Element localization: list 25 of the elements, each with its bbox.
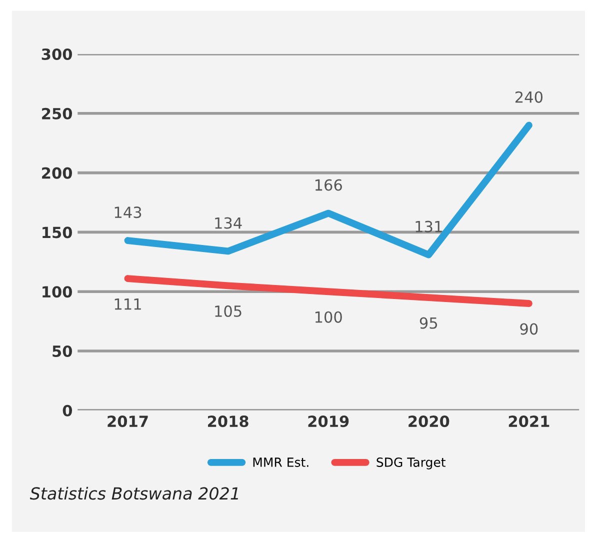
data-label: 111 bbox=[114, 298, 141, 310]
data-label: 134 bbox=[215, 217, 242, 229]
data-label: 240 bbox=[515, 91, 543, 103]
x-tick-label: 2020 bbox=[408, 416, 450, 428]
y-tick-label: 0 bbox=[62, 404, 72, 416]
y-tick-label: 50 bbox=[52, 345, 72, 358]
y-tick-label: 100 bbox=[42, 286, 72, 298]
data-label: 166 bbox=[315, 179, 342, 191]
legend-label: SDG Target bbox=[376, 458, 446, 470]
legend-label: MMR Est. bbox=[253, 458, 308, 467]
y-tick-label: 150 bbox=[42, 226, 72, 238]
x-tick-label: 2019 bbox=[308, 416, 349, 428]
data-label: 100 bbox=[315, 311, 342, 323]
text: Statistics Botswana 2021 bbox=[30, 486, 238, 500]
x-tick-label: 2018 bbox=[208, 416, 248, 428]
x-tick-label: 2021 bbox=[508, 416, 550, 428]
data-label: 105 bbox=[215, 305, 242, 317]
y-tick-label: 200 bbox=[42, 167, 72, 179]
y-tick-label: 250 bbox=[42, 108, 72, 120]
x-tick-label: 2017 bbox=[108, 416, 148, 428]
data-label: 143 bbox=[114, 206, 142, 218]
data-label: 131 bbox=[416, 220, 442, 232]
data-label: 95 bbox=[420, 317, 438, 329]
y-tick-label: 300 bbox=[42, 48, 72, 60]
data-label: 90 bbox=[520, 323, 538, 335]
